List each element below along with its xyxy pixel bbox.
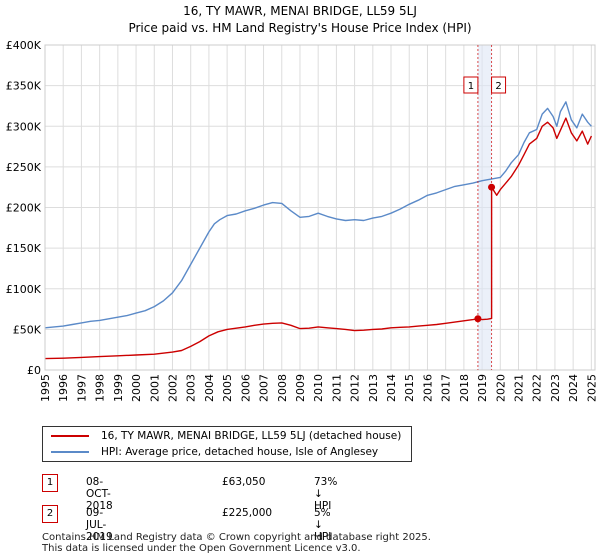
- transaction-marker: 2: [42, 505, 58, 523]
- x-tick-label: 2005: [221, 374, 234, 402]
- x-tick-label: 2015: [403, 374, 416, 402]
- x-tick-label: 2007: [258, 374, 271, 402]
- x-tick-label: 2011: [330, 374, 343, 402]
- y-tick-label: £300K: [6, 120, 42, 133]
- legend-label-property: 16, TY MAWR, MENAI BRIDGE, LL59 5LJ (det…: [101, 430, 402, 442]
- transaction-marker: 1: [42, 474, 58, 492]
- x-tick-label: 1995: [39, 374, 52, 402]
- hpi-line: [44, 101, 592, 329]
- x-tick-label: 1997: [75, 374, 88, 402]
- x-tick-label: 2008: [276, 374, 289, 402]
- annotation-box: [491, 76, 507, 94]
- legend-swatch-property: [51, 435, 89, 437]
- legend: 16, TY MAWR, MENAI BRIDGE, LL59 5LJ (det…: [42, 426, 412, 462]
- x-tick-label: 2006: [239, 374, 252, 402]
- x-tick-label: 2004: [203, 374, 216, 402]
- property-price-line: [44, 117, 593, 360]
- x-tick-label: 2017: [440, 374, 453, 402]
- x-tick-label: 2013: [367, 374, 380, 402]
- x-tick-label: 2002: [166, 374, 179, 402]
- annotation-label: 1: [468, 81, 474, 92]
- x-tick-label: 2003: [185, 374, 198, 402]
- x-tick-label: 2023: [549, 374, 562, 402]
- x-tick-label: 1996: [57, 374, 70, 402]
- plot-frame: [44, 44, 596, 371]
- x-tick-label: 2018: [458, 374, 471, 402]
- y-tick-label: £400K: [6, 39, 42, 52]
- annotation-band: [477, 45, 492, 370]
- x-tick-label: 2019: [476, 374, 489, 402]
- chart-title: 16, TY MAWR, MENAI BRIDGE, LL59 5LJ: [183, 4, 417, 18]
- legend-item-hpi: HPI: Average price, detached house, Isle…: [51, 444, 378, 460]
- chart-subtitle: Price paid vs. HM Land Registry's House …: [128, 21, 472, 35]
- x-tick-label: 2020: [494, 374, 507, 402]
- y-tick-label: £100K: [6, 283, 42, 296]
- transaction-date: 09-JUL-2019: [86, 507, 113, 543]
- x-tick-label: 2000: [130, 374, 143, 402]
- legend-swatch-hpi: [51, 451, 89, 453]
- transaction-hpi-diff: 73% ↓ HPI: [314, 476, 338, 512]
- y-tick-label: £150K: [6, 242, 42, 255]
- legend-label-hpi: HPI: Average price, detached house, Isle…: [101, 446, 379, 458]
- y-tick-label: £200K: [6, 202, 42, 215]
- x-tick-label: 2022: [531, 374, 544, 402]
- x-tick-label: 1998: [94, 374, 107, 402]
- annotation-label: 2: [495, 81, 501, 92]
- x-tick-label: 2009: [294, 374, 307, 402]
- sale-point: [488, 183, 496, 191]
- x-tick-label: 2024: [567, 374, 580, 402]
- x-tick-label: 2001: [148, 374, 161, 402]
- x-tick-label: 2012: [349, 374, 362, 402]
- annotation-box: [463, 76, 479, 94]
- price-chart: £0 £50K £100K £150K £200K £250K £300K £350K £400…: [6, 39, 599, 402]
- footer-copyright: Contains HM Land Registry data © Crown c…: [42, 532, 431, 543]
- x-tick-label: 2010: [312, 374, 325, 402]
- transaction-price: £63,050: [222, 476, 266, 488]
- y-tick-label: £350K: [6, 80, 42, 93]
- x-tick-label: 2016: [421, 374, 434, 402]
- y-tick-label: £50K: [13, 323, 42, 336]
- transaction-hpi-diff: 5% ↓ HPI: [314, 507, 332, 543]
- x-tick-label: 2025: [585, 374, 598, 402]
- transaction-date: 08-OCT-2018: [86, 476, 113, 512]
- y-tick-label: £0: [27, 364, 41, 377]
- legend-item-property: 16, TY MAWR, MENAI BRIDGE, LL59 5LJ (det…: [51, 428, 401, 444]
- y-tick-label: £250K: [6, 161, 42, 174]
- sale-point: [474, 315, 482, 323]
- x-tick-label: 2021: [513, 374, 526, 402]
- x-tick-label: 2014: [385, 374, 398, 402]
- x-tick-label: 1999: [112, 374, 125, 402]
- transaction-price: £225,000: [222, 507, 273, 519]
- footer-licence: This data is licensed under the Open Gov…: [42, 543, 361, 554]
